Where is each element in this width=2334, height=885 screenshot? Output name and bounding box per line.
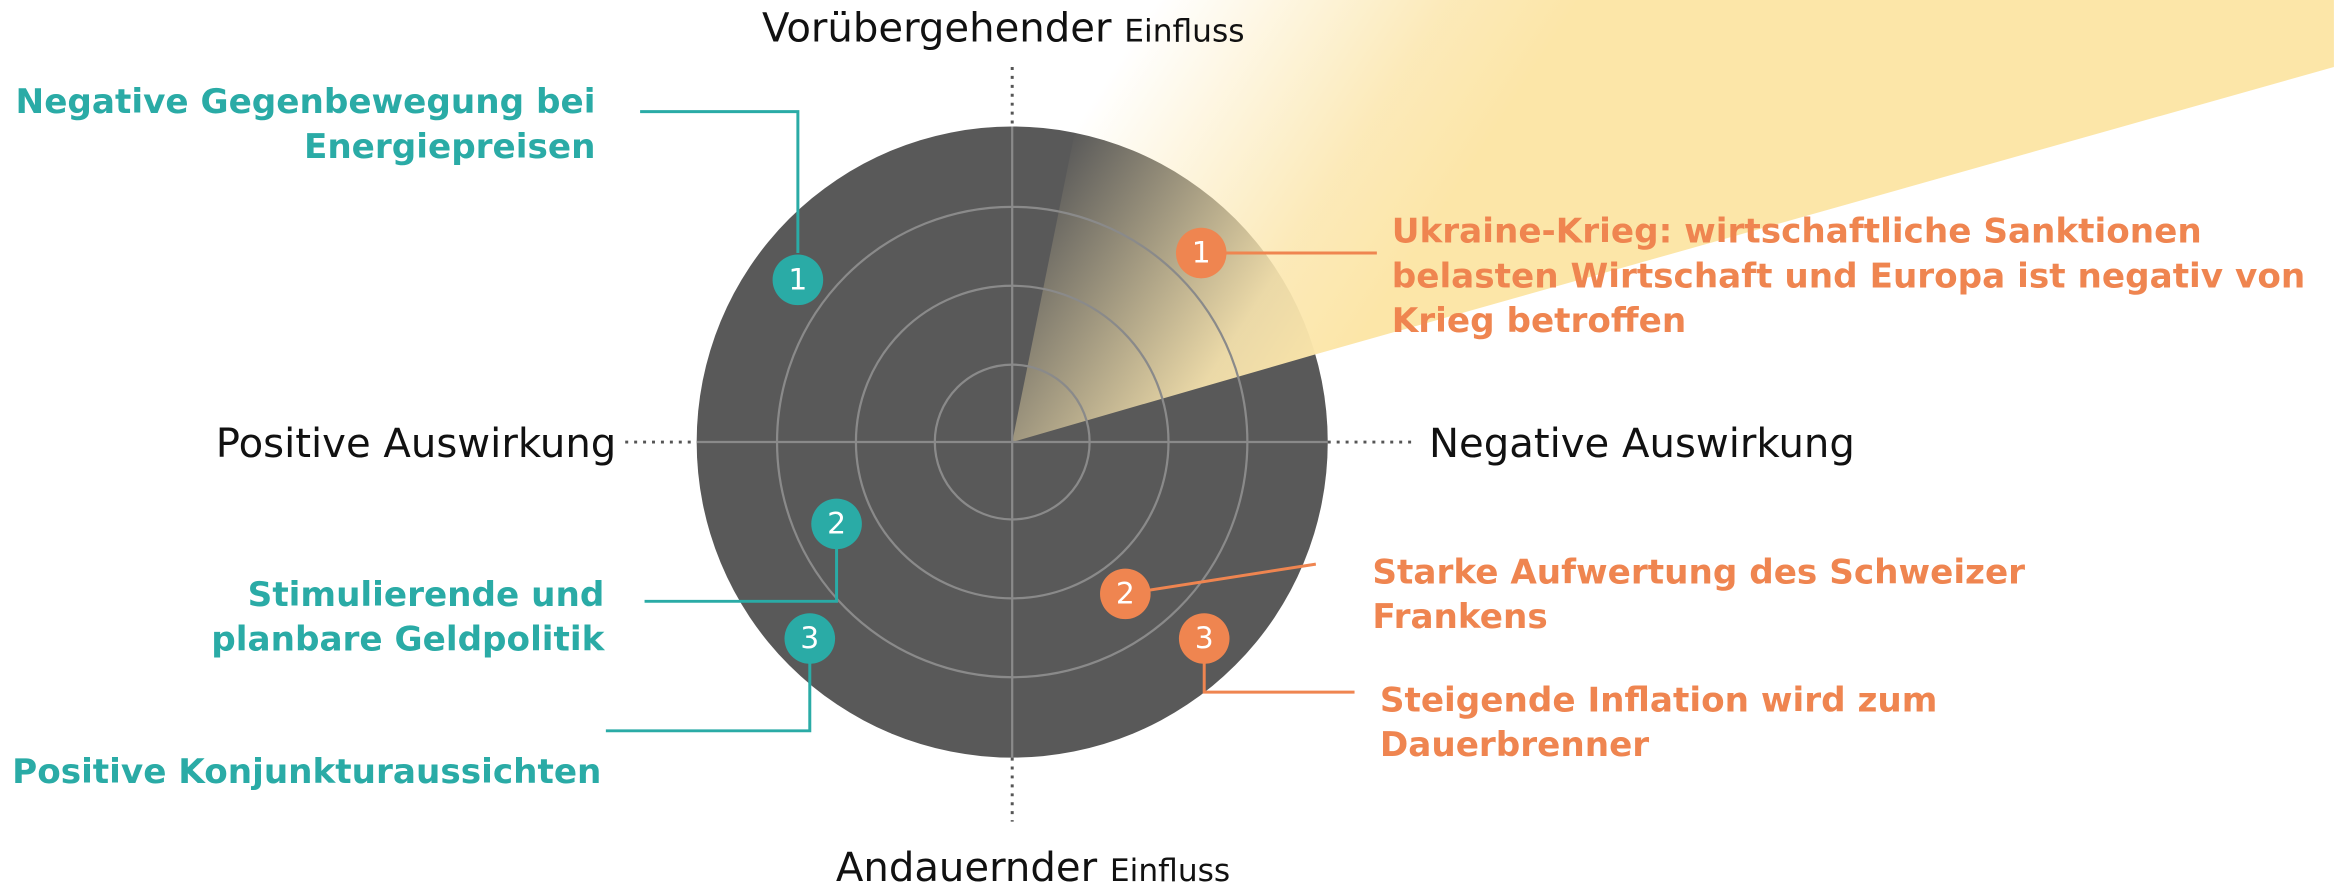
marker <box>1100 568 1151 620</box>
item-label: Energiepreisen <box>304 127 596 167</box>
item-label: Steigende Inflation wird zum <box>1380 680 1938 720</box>
rings <box>696 126 1328 758</box>
axis-right: Negative Auswirkung <box>1429 421 1855 467</box>
axis-bottom: Andauernder Einfluss <box>836 845 1230 885</box>
marker <box>772 254 824 306</box>
marker <box>811 498 862 550</box>
marker <box>1175 227 1227 279</box>
item-label: Krieg betroffen <box>1392 301 1686 341</box>
marker <box>784 613 836 664</box>
item-label: planbare Geldpolitik <box>211 619 605 659</box>
item-label: belasten Wirtschaft und Europa ist negat… <box>1392 256 2305 296</box>
item-label: Stimulierende und <box>248 575 605 615</box>
marker-number: 2 <box>827 506 846 541</box>
item-label: Frankens <box>1372 597 1547 637</box>
axis-dots <box>625 66 1418 822</box>
marker-number: 1 <box>788 262 807 297</box>
marker <box>1178 613 1230 664</box>
leader-lines <box>605 110 1377 733</box>
marker-number: 2 <box>1116 576 1135 611</box>
item-label: Ukraine-Krieg: wirtschaftliche Sanktione… <box>1392 212 2202 252</box>
axis-left: Positive Auswirkung <box>216 421 616 467</box>
item-label: Dauerbrenner <box>1380 725 1649 765</box>
marker-number: 3 <box>1195 621 1214 656</box>
item-label: Starke Aufwertung des Schweizer <box>1372 552 2025 592</box>
highlight-beam <box>1012 0 2334 443</box>
item-label: Positive Konjunkturaussichten <box>12 752 601 792</box>
axis-top: Vorübergehender Einfluss <box>762 6 1245 52</box>
marker-number: 1 <box>1192 236 1211 271</box>
marker-number: 3 <box>800 621 819 656</box>
item-label: Negative Gegenbewegung bei <box>16 82 596 122</box>
